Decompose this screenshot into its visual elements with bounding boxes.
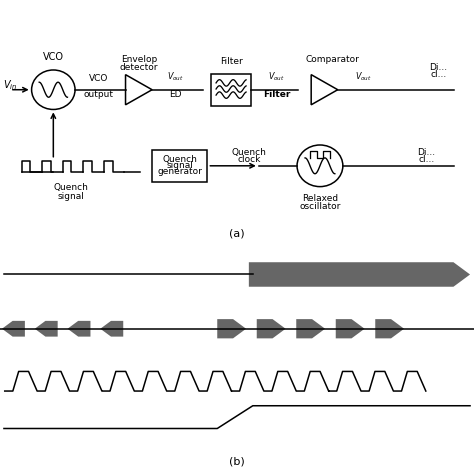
Text: ED: ED [170,91,182,100]
Polygon shape [100,321,123,337]
Text: Comparator: Comparator [305,55,359,64]
Polygon shape [249,262,470,287]
Text: Quench: Quench [54,183,89,192]
Text: Quench: Quench [231,148,266,157]
Polygon shape [217,319,246,338]
Text: signal: signal [58,192,84,201]
Text: Envelop: Envelop [121,55,157,64]
Text: Di...: Di... [429,63,447,72]
Bar [152,150,207,182]
Text: $V_{\mathit{out}}$: $V_{\mathit{out}}$ [268,71,285,83]
Polygon shape [35,321,58,337]
Text: generator: generator [157,167,202,176]
Text: $V_{\mathit{out}}$: $V_{\mathit{out}}$ [355,71,372,83]
Text: oscillator: oscillator [299,202,341,211]
Text: Relaxed: Relaxed [302,194,338,203]
Polygon shape [2,321,25,337]
Text: Quench: Quench [162,155,197,164]
Text: cl...: cl... [419,155,435,164]
Text: clock: clock [237,155,261,164]
Text: signal: signal [166,161,193,170]
Polygon shape [375,319,404,338]
Text: Di...: Di... [418,148,436,157]
Text: VCO: VCO [43,52,64,62]
Polygon shape [67,321,91,337]
Bar [211,73,251,106]
Text: (a): (a) [229,228,245,238]
Text: $V_{\mathit{out}}$: $V_{\mathit{out}}$ [167,71,184,83]
Text: Filter: Filter [220,57,242,66]
Text: detector: detector [119,63,158,72]
Text: $V_{\mathit{in}}$: $V_{\mathit{in}}$ [3,79,18,92]
Text: VCO: VCO [89,74,109,83]
Polygon shape [257,319,285,338]
Polygon shape [296,319,325,338]
Text: (b): (b) [229,457,245,467]
Polygon shape [336,319,365,338]
Text: Filter: Filter [263,91,290,100]
Text: output: output [84,91,114,100]
Text: cl...: cl... [430,70,447,79]
